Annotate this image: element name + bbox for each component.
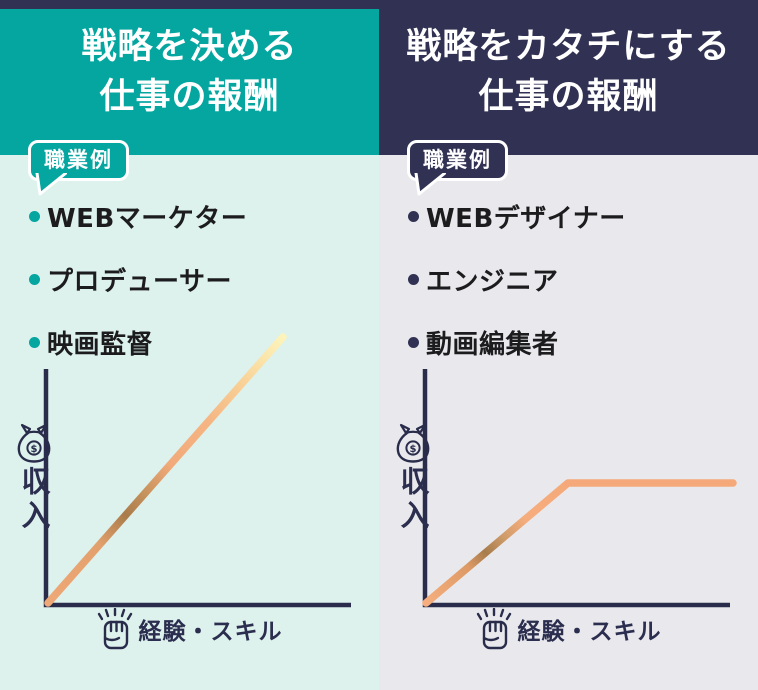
badge-tail — [35, 173, 67, 196]
y-axis-label-text: 収入 — [17, 466, 51, 534]
job-list-item: プロデューサー — [29, 261, 247, 298]
job-label: プロデューサー — [47, 267, 232, 297]
bullet-dot-icon — [29, 274, 40, 285]
y-axis-label: $ 収入 — [392, 423, 434, 534]
panel-title-line2: 仕事の報酬 — [478, 77, 659, 117]
bullet-dot-icon — [29, 337, 40, 348]
income-trend-line — [44, 333, 287, 607]
bullet-dot-icon — [408, 274, 419, 285]
job-list: WEBマーケター プロデューサー 映画監督 — [29, 198, 247, 387]
money-bag-icon: $ — [17, 423, 51, 463]
svg-text:$: $ — [410, 444, 417, 455]
job-label: WEBマーケター — [47, 204, 248, 234]
job-list-item: WEBデザイナー — [408, 198, 626, 235]
chart-income-vs-skill — [0, 330, 379, 660]
panel-title: 戦略をカタチにする 仕事の報酬 — [379, 22, 758, 122]
bullet-dot-icon — [29, 211, 40, 222]
job-list-item: 映画監督 — [29, 324, 247, 361]
top-border-bar — [0, 0, 758, 9]
x-axis-label: 経験・スキル — [379, 608, 758, 650]
chart-svg — [422, 369, 737, 608]
job-list: WEBデザイナー エンジニア 動画編集者 — [408, 198, 626, 387]
y-axis-label: $ 収入 — [13, 423, 55, 534]
x-axis-label-text: 経験・スキル — [517, 619, 662, 645]
panel-header: 戦略をカタチにする 仕事の報酬 — [379, 0, 758, 155]
job-examples-badge: 職業例 — [407, 140, 508, 196]
chart-svg — [43, 333, 351, 608]
job-list-item: 動画編集者 — [408, 324, 626, 361]
chart-axes — [43, 369, 351, 608]
panel-header: 戦略を決める 仕事の報酬 — [0, 0, 379, 155]
y-axis-label-text: 収入 — [396, 466, 430, 534]
job-examples-badge-label: 職業例 — [423, 148, 492, 172]
income-trend-line — [422, 479, 737, 607]
job-list-item: WEBマーケター — [29, 198, 247, 235]
panel-strategy-decide: 戦略を決める 仕事の報酬 職業例 WEBマーケター プロデューサー 映画監督 — [0, 0, 379, 690]
job-label: 動画編集者 — [426, 330, 559, 360]
panel-title-line2: 仕事の報酬 — [99, 77, 280, 117]
job-label: WEBデザイナー — [426, 204, 626, 234]
job-examples-badge: 職業例 — [28, 140, 129, 196]
bullet-dot-icon — [408, 211, 419, 222]
job-list-item: エンジニア — [408, 261, 626, 298]
x-axis-label: 経験・スキル — [0, 608, 379, 650]
panel-title-line1: 戦略を決める — [81, 27, 298, 67]
money-bag-icon: $ — [396, 423, 430, 463]
job-examples-badge-label: 職業例 — [44, 148, 113, 172]
badge-tail — [414, 173, 446, 196]
fist-icon — [476, 608, 511, 650]
panel-strategy-execute: 戦略をカタチにする 仕事の報酬 職業例 WEBデザイナー エンジニア 動画編集者 — [379, 0, 758, 690]
job-label: エンジニア — [426, 267, 559, 297]
job-label: 映画監督 — [47, 330, 154, 360]
chart-income-vs-skill — [379, 330, 758, 660]
x-axis-label-text: 経験・スキル — [138, 619, 283, 645]
panel-title-line1: 戦略をカタチにする — [406, 27, 731, 67]
bullet-dot-icon — [408, 337, 419, 348]
svg-text:$: $ — [31, 444, 38, 455]
fist-icon — [97, 608, 132, 650]
panel-title: 戦略を決める 仕事の報酬 — [0, 22, 379, 122]
